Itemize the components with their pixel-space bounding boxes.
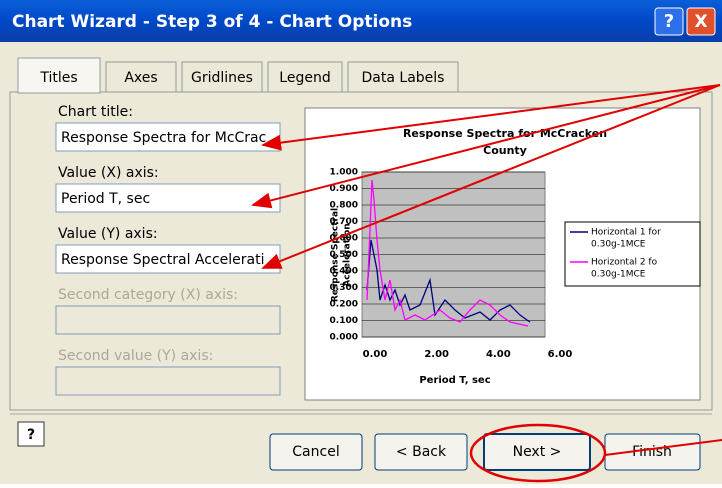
tab-label: Legend bbox=[279, 70, 330, 86]
y-tick-label: 1.000 bbox=[330, 168, 358, 178]
window-title: Chart Wizard - Step 3 of 4 - Chart Optio… bbox=[12, 12, 412, 32]
field-label: Chart title: bbox=[58, 104, 133, 120]
field-label: Value (X) axis: bbox=[58, 165, 159, 181]
help-button[interactable] bbox=[654, 7, 684, 36]
text-input bbox=[55, 366, 281, 396]
x-tick-label: 0.00 bbox=[363, 349, 388, 360]
tab-label: Data Labels bbox=[362, 70, 445, 86]
tab[interactable] bbox=[347, 61, 459, 93]
close-icon: X bbox=[694, 12, 707, 32]
button-label: Cancel bbox=[292, 444, 339, 460]
text-input bbox=[55, 305, 281, 335]
y-tick-label: 0.400 bbox=[330, 267, 358, 277]
help-icon: ? bbox=[27, 427, 35, 443]
close-button[interactable] bbox=[686, 7, 716, 36]
tab-label: Gridlines bbox=[191, 70, 253, 86]
input-value: Response Spectra for McCrac bbox=[61, 130, 266, 146]
field-label: Value (Y) axis: bbox=[58, 226, 158, 242]
preview-y-title: Acceleration bbox=[343, 223, 353, 286]
y-tick-label: 0.700 bbox=[330, 217, 358, 227]
button-label: < Back bbox=[396, 444, 447, 460]
legend-label: Horizontal 2 fo bbox=[591, 258, 658, 268]
field-label: Second category (X) axis: bbox=[58, 287, 238, 303]
y-tick-label: 0.000 bbox=[330, 333, 358, 343]
legend-label: 0.30g-1MCE bbox=[591, 270, 646, 280]
help-button[interactable] bbox=[17, 421, 45, 447]
x-tick-label: 2.00 bbox=[424, 349, 449, 360]
x-tick-label: 6.00 bbox=[548, 349, 573, 360]
tab[interactable] bbox=[267, 61, 343, 93]
y-tick-label: 0.500 bbox=[330, 250, 358, 260]
y-tick-label: 0.100 bbox=[330, 316, 358, 326]
input-value: Response Spectral Accelerati bbox=[61, 252, 265, 268]
y-tick-label: 0.200 bbox=[330, 300, 358, 310]
y-tick-label: 0.600 bbox=[330, 234, 358, 244]
preview-x-title: Period T, sec bbox=[419, 375, 490, 386]
tab-label: Axes bbox=[124, 70, 157, 86]
x-tick-label: 4.00 bbox=[486, 349, 511, 360]
help-icon: ? bbox=[664, 11, 674, 32]
field-label: Second value (Y) axis: bbox=[58, 348, 213, 364]
preview-title: Response Spectra for McCracken bbox=[403, 127, 607, 140]
cancel-button[interactable] bbox=[269, 433, 363, 471]
annotation-arrow bbox=[604, 439, 722, 456]
tab-label: Titles bbox=[39, 70, 77, 86]
back-button[interactable] bbox=[374, 433, 468, 471]
annotation-arrows bbox=[251, 84, 721, 269]
legend-label: 0.30g-1MCE bbox=[591, 240, 646, 250]
text-input[interactable] bbox=[55, 122, 281, 152]
preview-title: County bbox=[483, 144, 527, 157]
series-line bbox=[366, 239, 531, 323]
tab[interactable] bbox=[17, 57, 101, 94]
legend-label: Horizontal 1 for bbox=[591, 228, 661, 238]
button-label: Next > bbox=[513, 444, 562, 460]
next-button[interactable] bbox=[483, 433, 591, 471]
title-bar bbox=[0, 0, 722, 42]
preview-y-title: Response Spectral bbox=[331, 208, 341, 302]
y-tick-label: 0.300 bbox=[330, 283, 358, 293]
series-line bbox=[366, 179, 529, 327]
tab[interactable] bbox=[181, 61, 263, 93]
input-value: Period T, sec bbox=[61, 191, 150, 207]
y-tick-label: 0.800 bbox=[330, 201, 358, 211]
text-input[interactable] bbox=[55, 244, 281, 274]
tab[interactable] bbox=[105, 61, 177, 93]
highlight-ellipse bbox=[469, 423, 607, 483]
y-tick-label: 0.900 bbox=[330, 184, 358, 194]
